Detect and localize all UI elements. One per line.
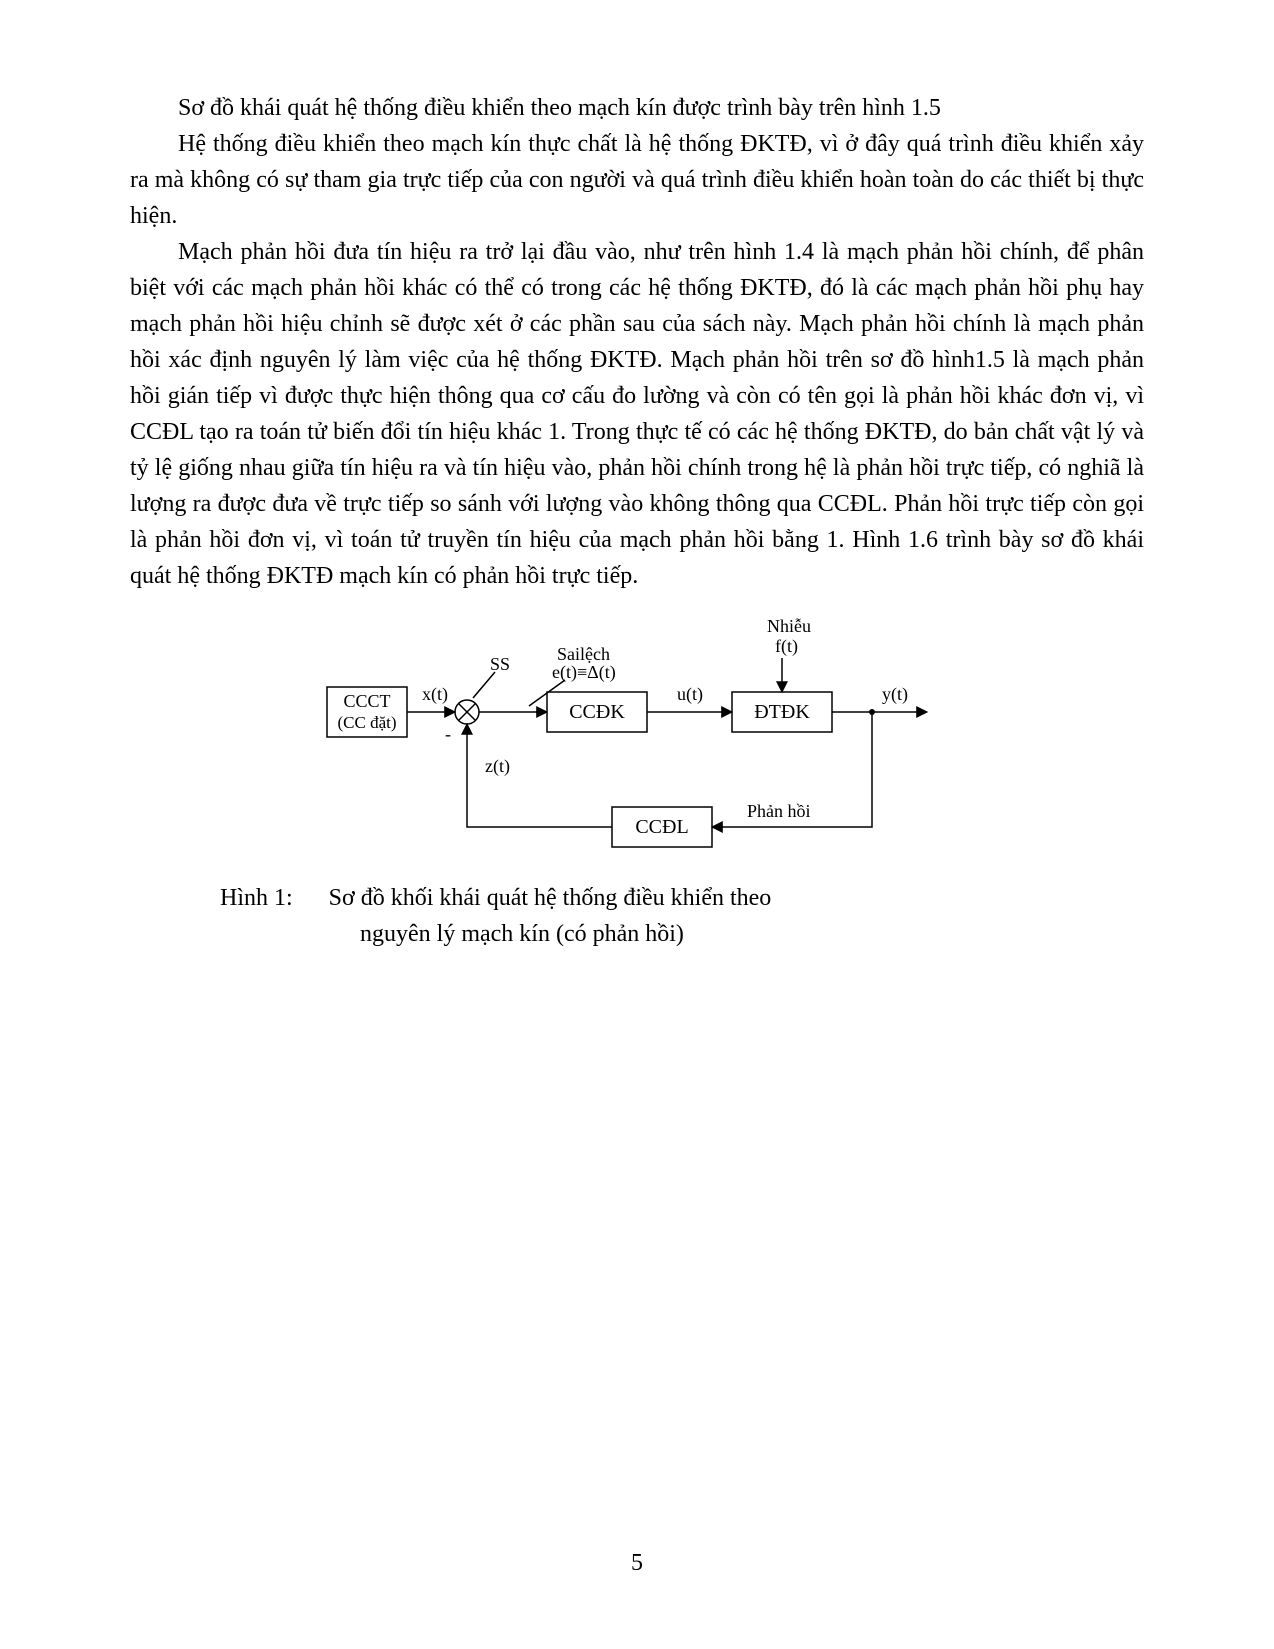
svg-text:SS: SS bbox=[490, 654, 510, 674]
svg-text:z(t): z(t) bbox=[485, 756, 510, 777]
caption-text-1: Sơ đồ khối khái quát hệ thống điều khiển… bbox=[329, 885, 772, 911]
svg-text:Phản hồi: Phản hồi bbox=[747, 801, 811, 821]
svg-text:CCĐK: CCĐK bbox=[569, 701, 625, 723]
svg-text:f(t): f(t) bbox=[775, 636, 798, 657]
paragraph-3: Mạch phản hồi đưa tín hiệu ra trở lại đầ… bbox=[130, 234, 1144, 594]
svg-text:-: - bbox=[445, 724, 451, 744]
svg-text:e(t)≡Δ(t): e(t)≡Δ(t) bbox=[552, 662, 616, 683]
paragraph-2: Hệ thống điều khiển theo mạch kín thực c… bbox=[130, 126, 1144, 234]
svg-text:u(t): u(t) bbox=[677, 684, 703, 705]
svg-text:Sailệch: Sailệch bbox=[557, 644, 610, 664]
page-number: 5 bbox=[0, 1550, 1274, 1577]
control-loop-diagram: CCCT (CC đặt) CCĐK ĐTĐK CCĐL x(t) SS Sailệche(t… bbox=[317, 612, 957, 862]
figure-caption: Hình 1: Sơ đồ khối khái quát hệ thống đi… bbox=[220, 880, 1144, 952]
caption-text-2: nguyên lý mạch kín (có phản hồi) bbox=[360, 921, 684, 947]
svg-text:CCCT: CCCT bbox=[343, 691, 390, 711]
svg-text:Nhiễu: Nhiễu bbox=[767, 616, 811, 636]
block-diagram: CCCT (CC đặt) CCĐK ĐTĐK CCĐL x(t) SS Sailệche(t… bbox=[130, 612, 1144, 862]
svg-text:CCĐL: CCĐL bbox=[635, 816, 688, 838]
page-content: Sơ đồ khái quát hệ thống điều khiển theo… bbox=[0, 0, 1274, 952]
caption-label: Hình 1: bbox=[220, 885, 293, 911]
svg-text:x(t): x(t) bbox=[422, 684, 448, 705]
svg-text:(CC đặt): (CC đặt) bbox=[337, 713, 396, 732]
paragraph-1: Sơ đồ khái quát hệ thống điều khiển theo… bbox=[130, 90, 1144, 126]
svg-text:ĐTĐK: ĐTĐK bbox=[754, 701, 810, 723]
svg-text:y(t): y(t) bbox=[882, 684, 908, 705]
